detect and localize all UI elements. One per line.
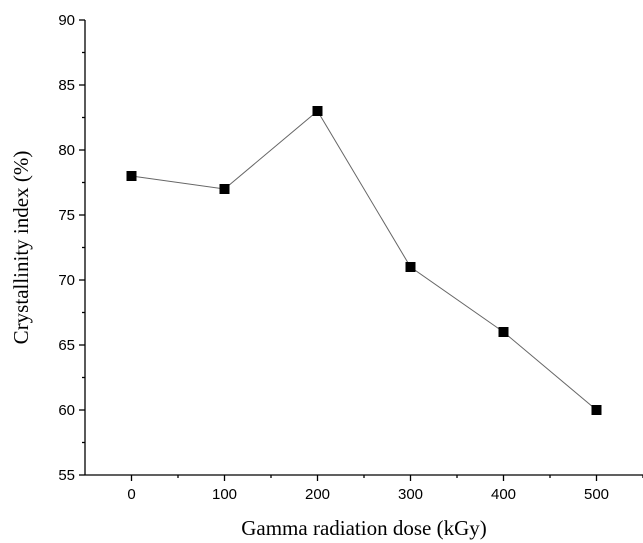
plot-area: [126, 106, 602, 415]
x-tick-label: 400: [491, 486, 516, 503]
x-tick-label: 500: [584, 486, 609, 503]
x-tick-label: 300: [398, 486, 423, 503]
y-axis-title: Crystallinity index (%): [9, 151, 33, 345]
x-tick-label: 100: [212, 486, 237, 503]
data-point: [126, 171, 137, 181]
y-tick-label: 75: [58, 207, 75, 224]
axes: [84, 20, 643, 476]
series-line: [131, 110, 597, 411]
data-point: [498, 327, 509, 337]
data-point: [219, 184, 230, 194]
data-point: [405, 262, 416, 272]
x-tick-label: 200: [305, 486, 330, 503]
y-tick-label: 90: [58, 12, 75, 29]
y-axis-ticks: 55 60 65 70 75 80 85 90: [58, 12, 85, 484]
x-axis-ticks: 0 100 200 300 400 500: [127, 475, 643, 503]
y-tick-label: 65: [58, 337, 75, 354]
x-tick-label: 0: [127, 486, 135, 503]
y-tick-label: 60: [58, 402, 75, 419]
y-tick-label: 85: [58, 77, 75, 94]
y-tick-label: 55: [58, 467, 75, 484]
y-tick-label: 70: [58, 272, 75, 289]
x-axis-title: Gamma radiation dose (kGy): [241, 516, 487, 540]
data-point: [312, 106, 323, 116]
data-point: [591, 405, 602, 415]
y-tick-label: 80: [58, 142, 75, 159]
